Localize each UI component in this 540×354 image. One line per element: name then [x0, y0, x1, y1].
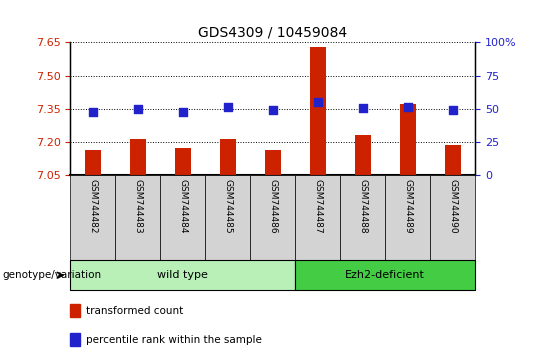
Bar [115, 175, 160, 260]
Point [359, 105, 367, 110]
Text: GSM744488: GSM744488 [358, 179, 367, 234]
Bar [70, 333, 80, 346]
Bar [400, 104, 416, 175]
Text: GSM744490: GSM744490 [448, 179, 457, 234]
Text: GSM744489: GSM744489 [403, 179, 412, 234]
Bar [70, 175, 115, 260]
Title: GDS4309 / 10459084: GDS4309 / 10459084 [198, 26, 347, 40]
Point [89, 109, 97, 114]
Text: GSM744482: GSM744482 [88, 179, 97, 234]
Bar [340, 175, 385, 260]
Bar [175, 148, 191, 175]
Text: GSM744483: GSM744483 [133, 179, 142, 234]
Text: GSM744486: GSM744486 [268, 179, 277, 234]
Text: wild type: wild type [157, 270, 208, 280]
Text: transformed count: transformed count [86, 306, 184, 316]
Text: GSM744485: GSM744485 [223, 179, 232, 234]
Bar [430, 175, 475, 260]
Bar [355, 135, 370, 175]
Point [224, 104, 232, 110]
Bar [70, 304, 80, 317]
Text: GSM744484: GSM744484 [178, 179, 187, 234]
Text: GSM744487: GSM744487 [313, 179, 322, 234]
Bar [160, 175, 205, 260]
Point [178, 109, 187, 115]
Point [403, 104, 412, 110]
Bar [385, 175, 430, 260]
Point [313, 99, 322, 105]
Bar [250, 175, 295, 260]
Bar [220, 139, 235, 175]
Bar [295, 260, 475, 290]
Bar [70, 260, 295, 290]
Bar [85, 150, 100, 175]
Text: Ezh2-deficient: Ezh2-deficient [345, 270, 425, 280]
Point [448, 107, 457, 113]
Bar [310, 47, 326, 175]
Point [133, 106, 142, 112]
Bar [445, 145, 461, 175]
Point [268, 107, 277, 113]
Bar [130, 139, 146, 175]
Text: percentile rank within the sample: percentile rank within the sample [86, 335, 262, 345]
Bar [265, 150, 281, 175]
Bar [205, 175, 250, 260]
Bar [295, 175, 340, 260]
Text: genotype/variation: genotype/variation [3, 270, 102, 280]
